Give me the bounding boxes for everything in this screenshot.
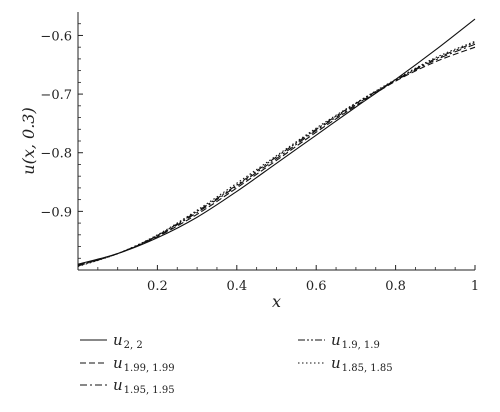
series-lines: [77, 18, 476, 268]
legend-label-subscript: 2, 2: [124, 340, 143, 351]
legend-label-5: u1.85, 1.85: [331, 354, 393, 374]
series-line-5: [77, 40, 476, 268]
legend-label-4: u1.9, 1.9: [331, 331, 380, 351]
y-tick-label: −0.9: [40, 205, 72, 220]
x-tick-label: 0.6: [306, 279, 327, 294]
ticks: 0.2 0.4 0.6 0.8 1 −0.9 −0.8 −0.7 −0.6: [40, 23, 479, 294]
legend-label-2: u1.99, 1.99: [113, 354, 175, 374]
x-tick-label: 0.4: [226, 279, 247, 294]
x-tick-label: 1: [471, 279, 479, 294]
series-line-3: [77, 43, 476, 266]
y-tick-label: −0.7: [40, 88, 72, 103]
series-line-4: [77, 41, 476, 267]
legend-label-subscript: 1.95, 1.95: [124, 385, 175, 396]
y-axis-label: u(x, 0.3): [19, 107, 38, 174]
legend-label-3: u1.95, 1.95: [113, 376, 175, 396]
x-axis-label: x: [272, 292, 281, 311]
series-line-2: [77, 46, 476, 266]
legend-label-1: u2, 2: [113, 331, 143, 351]
x-tick-label: 0.8: [385, 279, 406, 294]
legend-label-subscript: 1.85, 1.85: [342, 363, 393, 374]
y-tick-label: −0.6: [40, 29, 72, 44]
legend-label-subscript: 1.9, 1.9: [342, 340, 380, 351]
x-tick-label: 0.2: [147, 279, 168, 294]
y-tick-label: −0.8: [40, 147, 72, 162]
series-line-1: [77, 18, 476, 265]
legend-label-subscript: 1.99, 1.99: [124, 363, 175, 374]
axes: [77, 12, 475, 271]
